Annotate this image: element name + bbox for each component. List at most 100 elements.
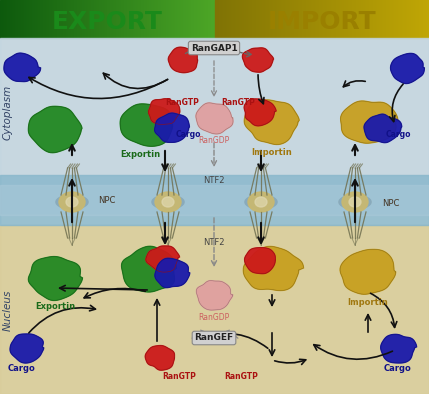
Polygon shape [245, 248, 275, 274]
Bar [273, 0, 274, 38]
Bar [0, 185, 429, 215]
Text: RanGDP: RanGDP [198, 313, 230, 322]
Bar [11, 0, 12, 38]
Bar [301, 0, 302, 38]
Bar [55, 0, 56, 38]
Bar [37, 0, 38, 38]
Bar [118, 0, 119, 38]
Bar [428, 0, 429, 38]
Ellipse shape [162, 197, 174, 207]
Bar [177, 0, 178, 38]
Bar [243, 0, 244, 38]
Bar [141, 0, 142, 38]
Bar [327, 0, 328, 38]
Bar [68, 0, 69, 38]
Polygon shape [381, 335, 417, 363]
Bar [370, 0, 371, 38]
Bar [411, 0, 412, 38]
Bar [33, 0, 34, 38]
Bar [52, 0, 53, 38]
Bar [88, 0, 89, 38]
Bar [227, 0, 228, 38]
Bar [331, 0, 332, 38]
Bar [354, 0, 355, 38]
Bar [426, 0, 427, 38]
Bar [295, 0, 296, 38]
Bar [294, 0, 295, 38]
Bar [399, 0, 400, 38]
Bar [356, 0, 357, 38]
Bar [197, 0, 198, 38]
Bar [105, 0, 106, 38]
Bar [200, 0, 201, 38]
Bar [48, 0, 49, 38]
Bar [8, 0, 9, 38]
Bar [4, 0, 5, 38]
Bar [26, 0, 27, 38]
Bar [100, 0, 101, 38]
Bar [27, 0, 28, 38]
Ellipse shape [339, 195, 371, 209]
Bar [375, 0, 376, 38]
Bar [39, 0, 40, 38]
Bar [376, 0, 377, 38]
Bar [402, 0, 403, 38]
Bar [418, 0, 419, 38]
Bar [297, 0, 298, 38]
Ellipse shape [152, 195, 184, 209]
Bar [398, 0, 399, 38]
Bar [330, 0, 331, 38]
Bar [308, 0, 309, 38]
Bar [322, 0, 323, 38]
Bar [216, 0, 217, 38]
Bar [12, 0, 13, 38]
Text: NTF2: NTF2 [203, 175, 225, 184]
Bar [287, 0, 288, 38]
Bar [362, 0, 363, 38]
Bar [407, 0, 408, 38]
Polygon shape [364, 114, 402, 143]
Bar [122, 0, 123, 38]
Bar [77, 0, 78, 38]
Bar [113, 0, 114, 38]
Bar [186, 0, 187, 38]
Bar [0, 175, 429, 225]
Polygon shape [196, 103, 233, 134]
Bar [124, 0, 125, 38]
Polygon shape [341, 101, 398, 143]
Bar [196, 0, 197, 38]
Bar [28, 0, 29, 38]
Text: NTF2: NTF2 [203, 238, 225, 247]
Bar [366, 0, 367, 38]
Bar [293, 0, 294, 38]
Bar [193, 0, 194, 38]
Bar [108, 0, 109, 38]
Bar [30, 0, 31, 38]
Bar [368, 0, 369, 38]
Polygon shape [4, 53, 41, 82]
Bar [119, 0, 120, 38]
Bar [235, 0, 236, 38]
Bar [140, 0, 141, 38]
Polygon shape [28, 256, 82, 301]
Bar [386, 0, 387, 38]
Bar [415, 0, 416, 38]
Bar [92, 0, 93, 38]
Bar [44, 0, 45, 38]
Polygon shape [196, 281, 233, 310]
Polygon shape [155, 258, 190, 288]
Bar [281, 0, 282, 38]
Bar [72, 0, 73, 38]
Bar [425, 0, 426, 38]
Bar [337, 0, 338, 38]
Bar [71, 0, 72, 38]
Bar [58, 0, 59, 38]
Bar [164, 0, 165, 38]
Polygon shape [242, 48, 274, 72]
Bar [82, 0, 83, 38]
Text: Exportin: Exportin [120, 150, 160, 159]
Bar [49, 0, 50, 38]
Bar [94, 0, 95, 38]
Bar [220, 0, 221, 38]
Polygon shape [155, 113, 189, 142]
